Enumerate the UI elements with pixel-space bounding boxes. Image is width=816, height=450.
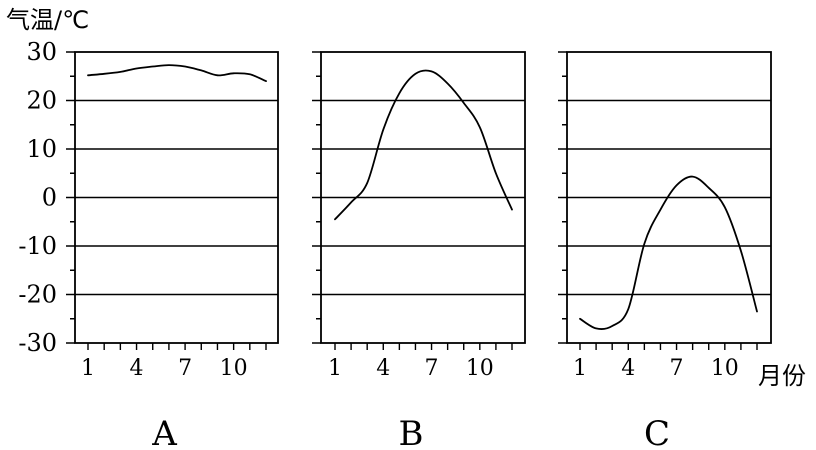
x-tick-label: 4 [130, 356, 144, 381]
x-tick-label: 1 [81, 356, 95, 381]
panel-label: B [399, 414, 424, 450]
x-tick-label: 1 [573, 356, 587, 381]
y-tick-label: -20 [18, 281, 57, 309]
y-tick-label: 0 [42, 184, 57, 212]
y-axis-title: 气温/℃ [6, 6, 89, 34]
x-tick-label: 7 [178, 356, 192, 381]
x-axis-title: 月份 [758, 362, 806, 390]
x-tick-label: 4 [621, 356, 635, 381]
y-tick-label: -10 [18, 232, 57, 260]
x-tick-label: 7 [670, 356, 684, 381]
chart-panel-b: 1 4 7 10 B [312, 51, 526, 450]
temperature-line-c [579, 175, 758, 330]
x-tick-label: 1 [328, 356, 342, 381]
y-tick-label: 30 [26, 38, 57, 66]
temperature-line-b [334, 69, 513, 221]
y-tick-label: -30 [18, 329, 57, 357]
panel-label: C [644, 414, 670, 450]
chart-panel-a: 1 4 7 10 30 20 10 0 -10 -20 -30 A [18, 38, 279, 450]
panel-label: A [151, 414, 177, 450]
temperature-line-a [87, 64, 267, 82]
x-tick-label: 10 [711, 356, 739, 381]
y-tick-label: 10 [26, 135, 57, 163]
y-tick-label: 20 [26, 87, 57, 115]
x-tick-label: 10 [466, 356, 494, 381]
x-tick-label: 10 [220, 356, 248, 381]
x-tick-label: 7 [425, 356, 439, 381]
x-tick-label: 4 [376, 356, 390, 381]
chart-panel-c: 1 4 7 10 C [558, 51, 772, 450]
